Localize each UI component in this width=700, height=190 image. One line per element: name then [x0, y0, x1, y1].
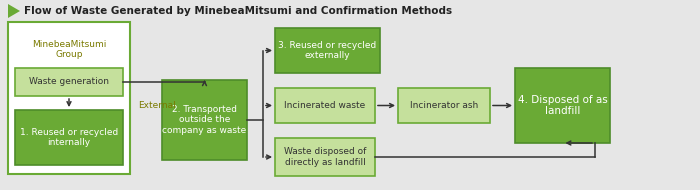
FancyBboxPatch shape [15, 110, 123, 165]
Text: 2. Transported
outside the
company as waste: 2. Transported outside the company as wa… [162, 105, 246, 135]
Text: Incinerated waste: Incinerated waste [284, 101, 365, 110]
Text: Waste disposed of
directly as landfill: Waste disposed of directly as landfill [284, 147, 366, 167]
Text: Incinerator ash: Incinerator ash [410, 101, 478, 110]
Text: 3. Reused or recycled
externally: 3. Reused or recycled externally [279, 41, 377, 60]
FancyBboxPatch shape [398, 88, 490, 123]
Text: External: External [138, 101, 176, 109]
FancyBboxPatch shape [275, 138, 375, 176]
Polygon shape [8, 4, 20, 18]
FancyBboxPatch shape [8, 22, 130, 174]
FancyBboxPatch shape [275, 88, 375, 123]
FancyBboxPatch shape [275, 28, 380, 73]
FancyBboxPatch shape [162, 80, 247, 160]
Text: MinebeaMitsumi
Group: MinebeaMitsumi Group [32, 40, 106, 59]
FancyBboxPatch shape [15, 68, 123, 96]
Text: 1. Reused or recycled
internally: 1. Reused or recycled internally [20, 128, 118, 147]
Text: 4. Disposed of as
landfill: 4. Disposed of as landfill [517, 95, 608, 116]
Text: Flow of Waste Generated by MinebeaMitsumi and Confirmation Methods: Flow of Waste Generated by MinebeaMitsum… [24, 6, 452, 16]
Text: Waste generation: Waste generation [29, 78, 109, 86]
FancyBboxPatch shape [515, 68, 610, 143]
